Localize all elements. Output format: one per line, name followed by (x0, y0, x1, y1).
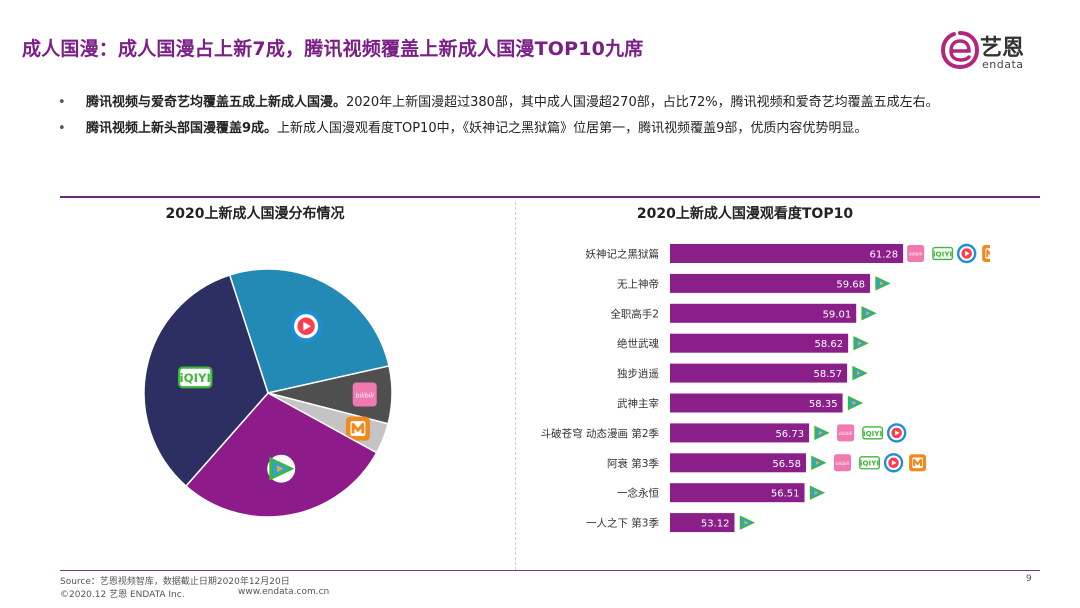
bar-chart-title: 2020上新成人国漫观看度TOP10 (636, 206, 854, 222)
youku-icon (883, 453, 904, 473)
pie-chart-title: 2020上新成人国漫分布情况 (165, 206, 345, 222)
mgtv-icon (345, 416, 370, 441)
endata-logo: 艺恩 endata (940, 24, 1050, 76)
svg-text:iQIYI: iQIYI (180, 371, 211, 385)
tencent-video-icon (860, 304, 878, 322)
page-number: 9 (1026, 574, 1032, 584)
logo-name-cn: 艺恩 (980, 36, 1025, 61)
bullet-text: 2020年上新国漫超过380部，其中成人国漫超270部，占比72%，腾讯视频和爱… (346, 95, 939, 110)
bar-category-label: 妖神记之黑狱篇 (586, 248, 660, 261)
iqiyi-icon: iQIYI (859, 456, 881, 470)
mgtv-icon (982, 245, 990, 262)
bar (670, 303, 857, 323)
bullet-text: 上新成人国漫观看度TOP10中，《妖神记之黑狱篇》位居第一，腾讯视频覆盖9部，优… (277, 121, 868, 136)
tencent-video-icon (808, 484, 826, 502)
bilibili-icon: bilibili (907, 245, 925, 262)
tencent-video-icon (738, 514, 756, 532)
bilibili-icon: bilibili (352, 382, 377, 407)
bar-value-label: 53.12 (701, 519, 730, 530)
bar-category-label: 无上神帝 (617, 277, 659, 290)
section-divider (60, 196, 1040, 198)
tencent-video-icon (852, 334, 870, 352)
youku-icon (956, 243, 977, 264)
svg-text:bilibili: bilibili (839, 431, 853, 437)
tencent-video-icon (813, 424, 831, 442)
iqiyi-icon: iQIYI (932, 246, 954, 261)
bar (670, 453, 806, 473)
bilibili-icon: bilibili (833, 454, 851, 472)
bullet-item: 腾讯视频与爱奇艺均覆盖五成上新成人国漫。2020年上新国漫超过380部，其中成人… (58, 90, 1043, 116)
youku-icon (290, 310, 323, 343)
tencent-video-icon (846, 394, 864, 412)
bar (670, 363, 848, 383)
svg-text:bilibili: bilibili (836, 461, 850, 467)
bar-value-label: 56.58 (772, 459, 801, 470)
logo-name-en: endata (982, 58, 1024, 71)
bar-value-label: 58.62 (815, 339, 844, 350)
bar (670, 333, 849, 353)
iqiyi-icon: iQIYI (178, 366, 213, 389)
bar-category-label: 全职高手2 (610, 307, 659, 320)
bilibili-icon: bilibili (837, 424, 855, 442)
pie-chart: bilibili iQIYI (143, 268, 393, 518)
svg-text:iQIYI: iQIYI (863, 429, 882, 438)
bar-category-label: 一人之下 第3季 (586, 517, 660, 530)
chart-divider (515, 202, 516, 570)
copyright-note: ©2020.12 艺恩 ENDATA Inc. (60, 590, 185, 600)
bullet-bold: 腾讯视频上新头部国漫覆盖9成。 (86, 121, 278, 136)
svg-text:iQIYI: iQIYI (860, 459, 879, 468)
bar-category-label: 绝世武魂 (617, 337, 659, 350)
bar-category-label: 斗破苍穹 动态漫画 第2季 (541, 427, 660, 440)
bar-chart: 妖神记之黑狱篇 61.28 bilibili iQIYI 无上神帝 59.68 全职高手2 5… (541, 243, 990, 533)
website-link[interactable]: www.endata.com.cn (238, 587, 330, 597)
bar (670, 513, 735, 533)
bar (670, 423, 810, 443)
bar-value-label: 58.35 (809, 399, 838, 410)
bullet-bold: 腾讯视频与爱奇艺均覆盖五成上新成人国漫。 (86, 95, 347, 110)
bar-value-label: 56.73 (775, 429, 804, 440)
tencent-video-icon (851, 364, 869, 382)
bar-value-label: 56.51 (771, 489, 800, 500)
summary-bullets: 腾讯视频与爱奇艺均覆盖五成上新成人国漫。2020年上新国漫超过380部，其中成人… (58, 90, 1043, 142)
tencent-video-icon (809, 454, 827, 472)
source-note: Source：艺恩视频智库，数据截止日期2020年12月20日 (60, 577, 290, 587)
mgtv-icon (909, 454, 927, 472)
bar-value-label: 58.57 (813, 369, 842, 380)
iqiyi-icon: iQIYI (862, 426, 884, 440)
bar (670, 273, 871, 293)
slide-title: 成人国漫：成人国漫占上新7成，腾讯视频覆盖上新成人国漫TOP10九席 (22, 38, 644, 60)
endata-logo-icon (940, 31, 980, 70)
bar (670, 393, 843, 413)
bar-value-label: 59.68 (836, 279, 865, 290)
bar-category-label: 武神主宰 (617, 397, 659, 410)
svg-text:bilibili: bilibili (909, 252, 923, 258)
bar-category-label: 阿衰 第3季 (607, 457, 660, 470)
svg-text:bilibili: bilibili (356, 392, 375, 399)
footer-divider (60, 570, 1040, 571)
bar-category-label: 一念永恒 (617, 487, 659, 500)
bullet-item: 腾讯视频上新头部国漫覆盖9成。上新成人国漫观看度TOP10中，《妖神记之黑狱篇》… (58, 116, 1043, 142)
bar-category-label: 独步逍遥 (617, 367, 659, 380)
tencent-video-icon (874, 274, 892, 292)
bar (670, 244, 904, 263)
youku-icon (886, 423, 907, 443)
bar-value-label: 61.28 (869, 250, 898, 261)
bar (670, 483, 805, 503)
tencent-video-icon (267, 454, 296, 483)
svg-text:iQIYI: iQIYI (933, 249, 952, 258)
bar-value-label: 59.01 (823, 309, 852, 320)
